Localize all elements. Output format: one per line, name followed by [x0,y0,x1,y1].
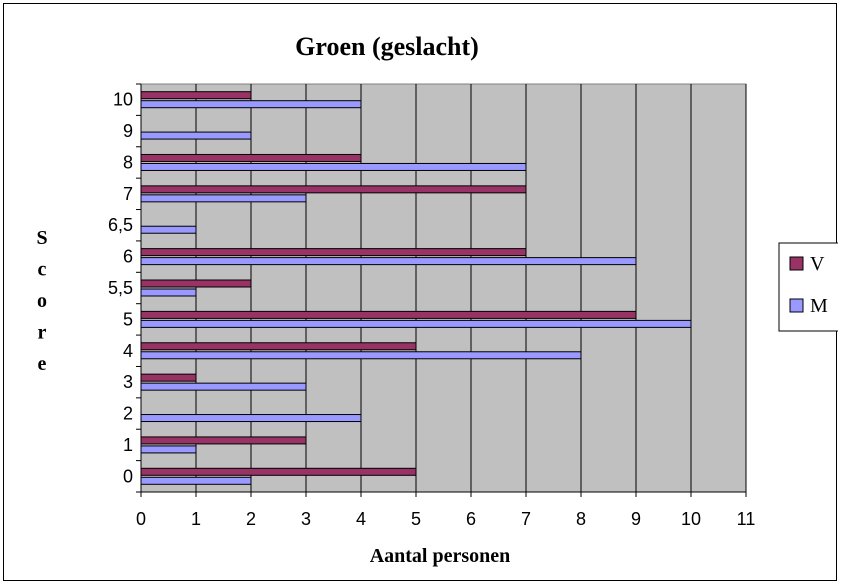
legend-label-V: V [810,253,825,275]
y-tick-labels: 0 1 2 3 4 5 5,5 6 6,5 7 8 9 10 [108,90,133,487]
y-axis-label-letter: c [38,259,47,281]
bar-V-1 [140,436,307,445]
bar-M-6 [140,257,637,266]
grid-lines [195,84,747,492]
bar-M-0 [140,476,252,485]
legend-box [778,242,838,332]
y-tick-label: 5,5 [108,278,133,298]
y-tick-label: 8 [123,152,133,172]
chart-svg: Groen (geslacht) 0 1 2 3 4 5 5,5 6 6,5 7 8 9 10 0 1 2 3… [36,32,838,567]
bar-V-5,5 [140,279,252,288]
y-axis-label-letter: o [37,290,47,312]
bar-M-4 [140,351,582,360]
bar-V-4 [140,342,417,351]
x-tick-label: 7 [521,509,531,529]
y-axis-label-letter: S [36,227,47,249]
bar-M-9 [140,131,252,140]
chart-frame: Groen (geslacht) 0 1 2 3 4 5 5,5 6 6,5 7 8 9 10 0 1 2 3… [3,3,838,581]
x-axis-label: Aantal personen [370,545,511,567]
x-tick-label: 11 [737,509,756,529]
bar-M-3 [140,382,307,391]
bar-M-7 [140,194,307,203]
bar-V-10 [140,91,252,100]
y-tick-label: 9 [123,121,133,141]
x-tick-label: 8 [576,509,586,529]
bar-M-10 [140,100,362,109]
y-tick-label: 4 [123,341,133,361]
bar-V-3 [140,373,197,382]
x-tick-label: 4 [356,509,366,529]
y-tick-label: 2 [123,404,133,424]
x-tick-label: 9 [631,509,641,529]
bar-V-6 [140,248,527,257]
y-tick-label: 3 [123,372,133,392]
y-tick-label: 0 [123,466,133,486]
legend-label-M: M [810,295,828,317]
bar-M-5 [140,319,692,328]
y-axis-label-letter: r [38,322,47,344]
x-tick-label: 3 [301,509,311,529]
bar-V-5 [140,310,637,319]
bar-M-5,5 [140,288,197,297]
bar-M-8 [140,162,527,171]
x-tick-label: 2 [246,509,256,529]
bar-V-7 [140,185,527,194]
bar-V-0 [140,467,417,476]
x-tick-label: 10 [681,509,701,529]
bars [140,91,692,485]
legend-swatch-V [789,256,804,271]
x-tick-label: 6 [466,509,476,529]
y-tick-label: 1 [123,435,133,455]
x-tick-label: 0 [136,509,146,529]
x-tick-label: 1 [191,509,201,529]
legend-swatch-M [789,298,804,313]
y-tick-label: 5 [123,309,133,329]
chart-title: Groen (geslacht) [295,32,479,61]
bar-V-8 [140,153,362,162]
legend: VM [778,242,838,332]
y-tick-label: 6 [123,247,133,267]
x-tick-label: 5 [411,509,421,529]
bar-M-6,5 [140,225,197,234]
plot-area [140,83,747,493]
bar-M-1 [140,445,197,454]
y-axis-label-letter: e [38,353,47,375]
y-tick-label: 6,5 [108,215,133,235]
axes [136,83,747,497]
bar-M-2 [140,414,362,423]
y-tick-label: 10 [113,90,133,110]
x-tick-labels: 0 1 2 3 4 5 6 7 8 9 10 11 [136,509,755,529]
y-tick-label: 7 [123,184,133,204]
